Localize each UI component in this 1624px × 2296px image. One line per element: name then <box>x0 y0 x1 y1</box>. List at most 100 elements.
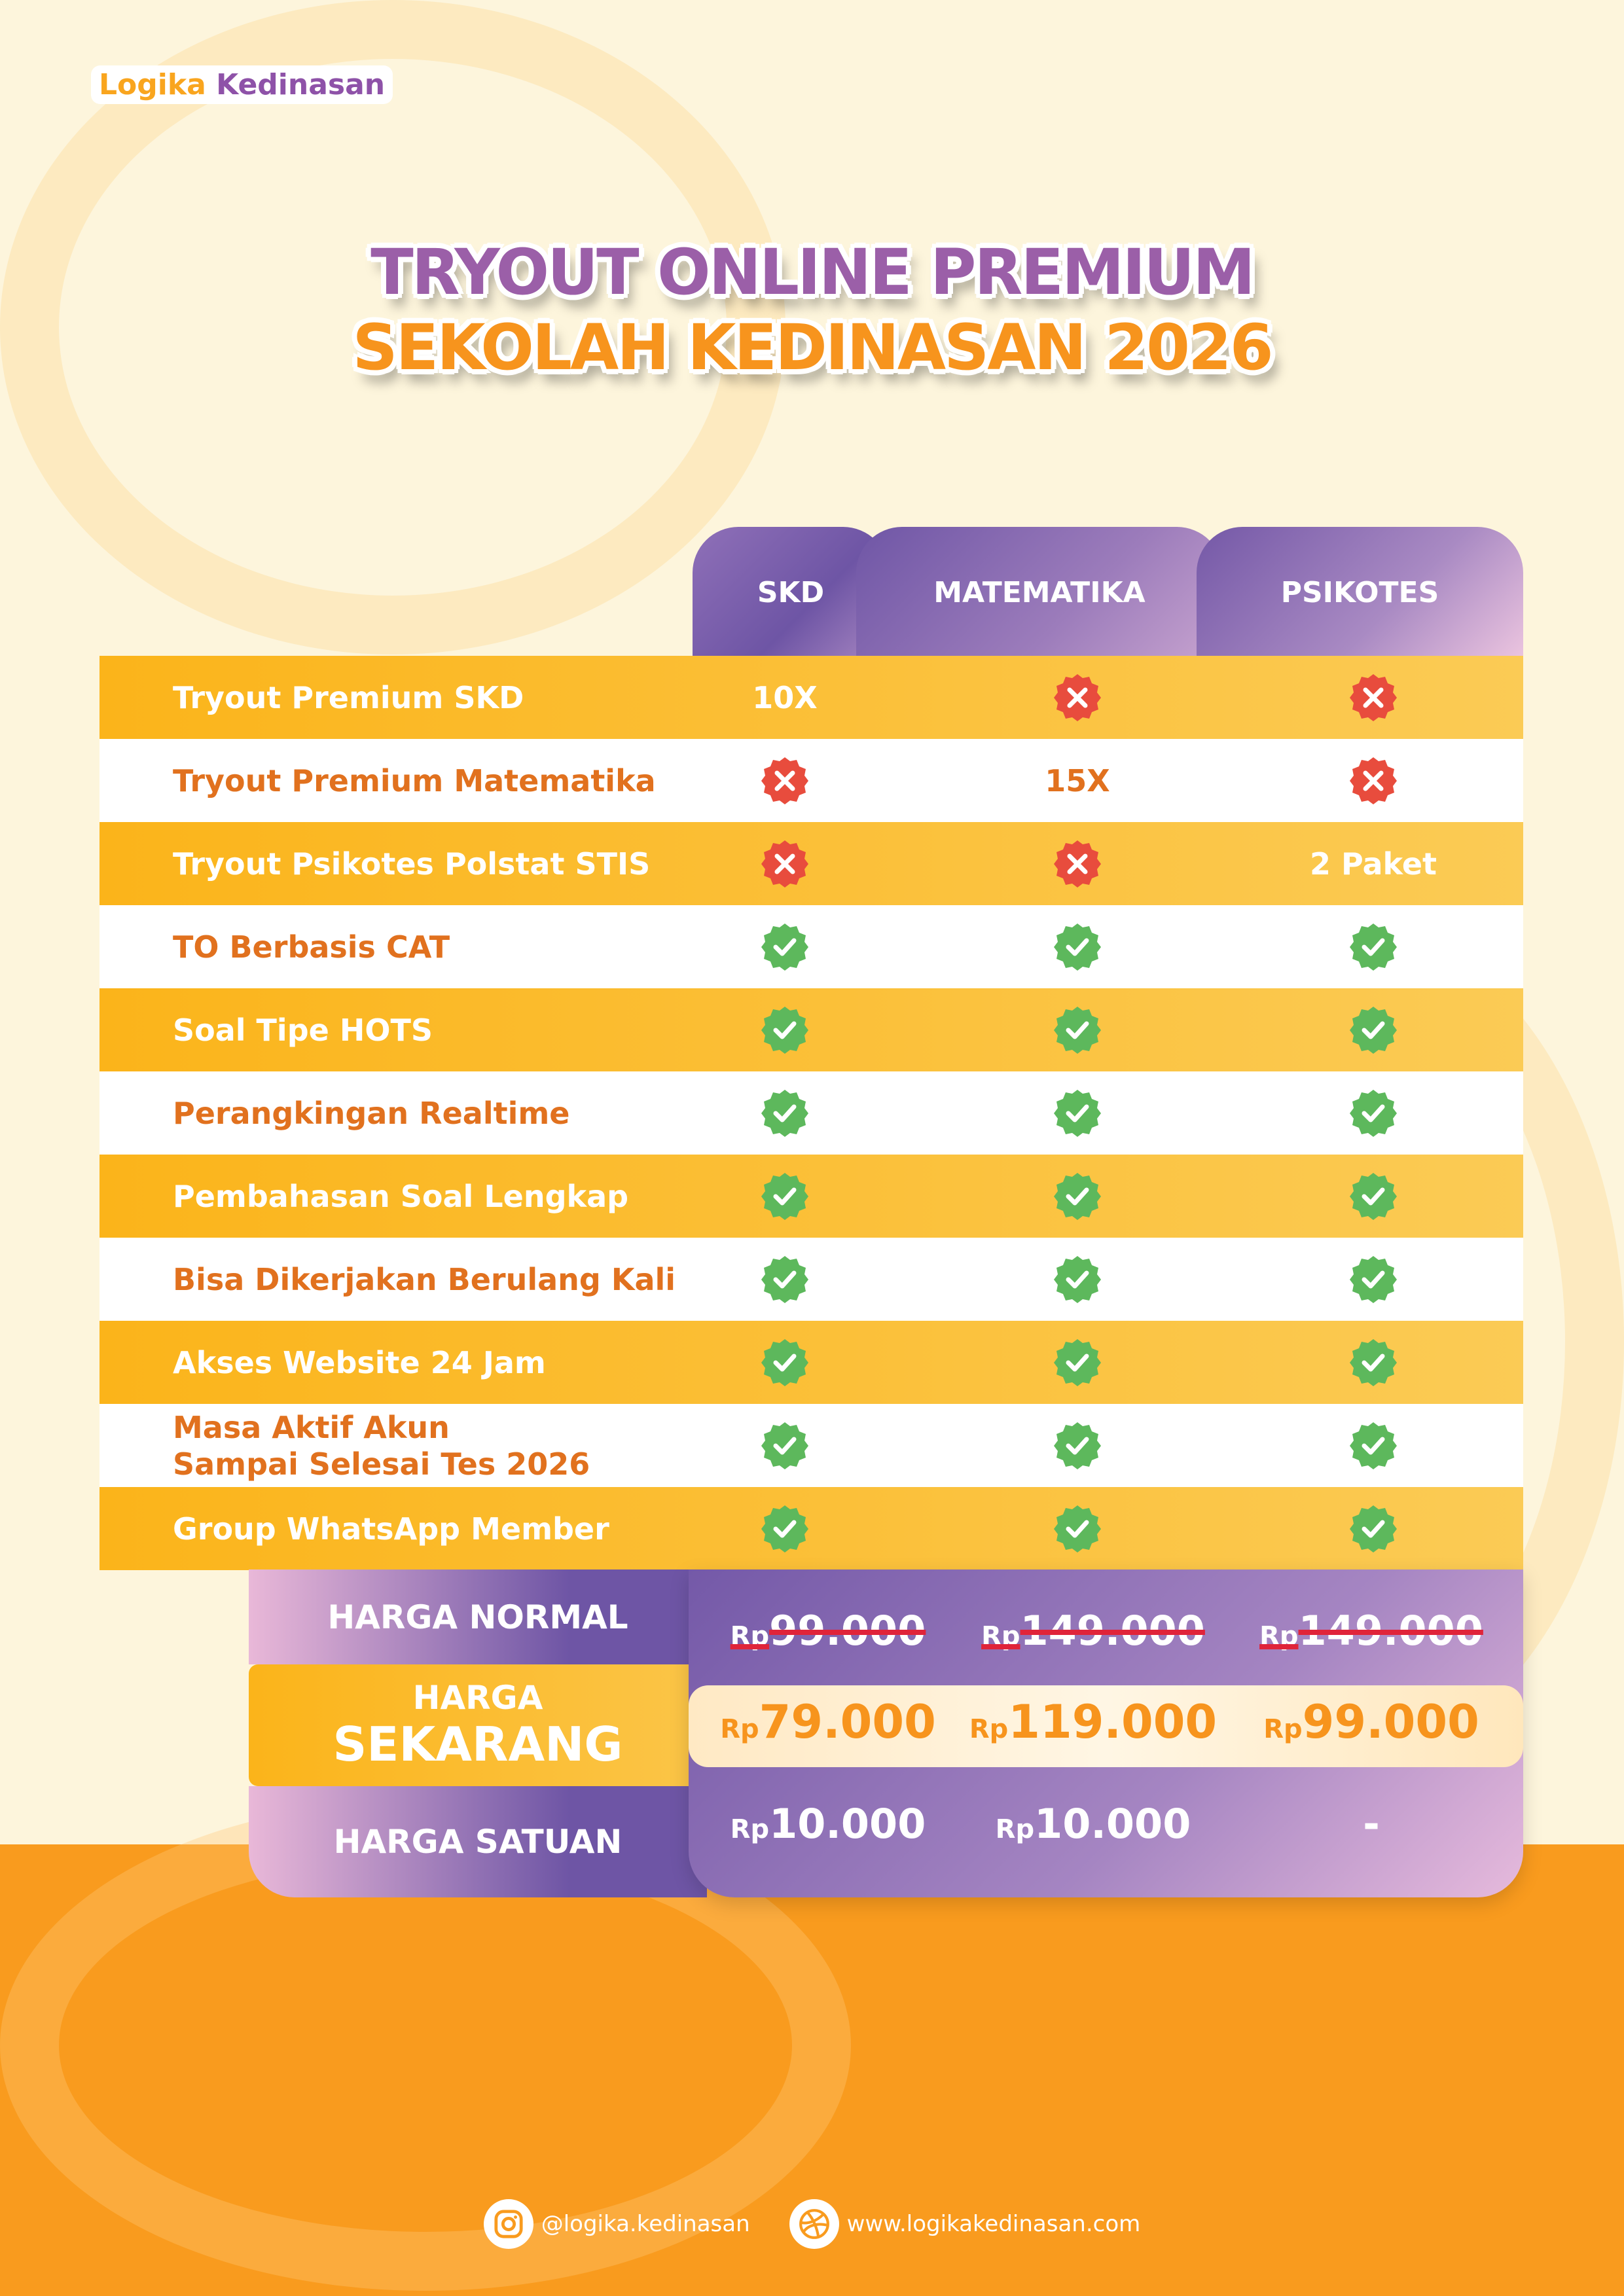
feature-label: Soal Tipe HOTS <box>173 1012 433 1048</box>
feature-label: Masa Aktif Akun Sampai Selesai Tes 2026 <box>173 1409 590 1482</box>
table-row: Tryout Premium SKD 10X <box>99 656 1523 739</box>
feature-label: Pembahasan Soal Lengkap <box>173 1178 629 1214</box>
currency: Rp <box>981 1621 1020 1651</box>
unit-price: - <box>1234 1800 1509 1848</box>
instagram-link[interactable]: @logika.kedinasan <box>483 2199 750 2249</box>
now-price: Rp79.000 <box>691 1695 965 1749</box>
price-amount: 79.000 <box>759 1695 936 1749</box>
feature-label: TO Berbasis CAT <box>173 929 450 965</box>
currency: Rp <box>1259 1621 1299 1651</box>
logo: Logika Kedinasan <box>91 65 393 104</box>
normal-price: Rp149.000 <box>1234 1607 1509 1655</box>
table-row: Perangkingan Realtime <box>99 1071 1523 1155</box>
check-icon <box>979 921 1176 973</box>
page-title-line1: TRYOUT ONLINE PREMIUM <box>370 236 1255 309</box>
cross-icon <box>979 672 1176 724</box>
feature-label: Tryout Psikotes Polstat STIS <box>173 846 651 882</box>
cell-value: 2 Paket <box>1275 846 1471 882</box>
check-icon <box>979 1170 1176 1223</box>
normal-price: Rp149.000 <box>956 1607 1231 1655</box>
cell-value: 10X <box>687 680 883 715</box>
instagram-icon <box>483 2199 533 2249</box>
cross-icon <box>687 755 883 807</box>
currency: Rp <box>730 1621 770 1651</box>
harga-satuan-label: HARGA SATUAN <box>249 1786 707 1897</box>
table-row: Akses Website 24 Jam <box>99 1321 1523 1404</box>
table-row: Bisa Dikerjakan Berulang Kali <box>99 1238 1523 1321</box>
check-icon <box>687 1253 883 1306</box>
price-amount: 149.000 <box>1020 1607 1205 1655</box>
check-icon <box>1275 1170 1471 1223</box>
column-header-matematika: MATEMATIKA <box>856 527 1223 658</box>
check-icon <box>1275 1503 1471 1555</box>
check-icon <box>979 1087 1176 1139</box>
now-price: Rp99.000 <box>1234 1695 1509 1749</box>
feature-label: Tryout Premium SKD <box>173 679 524 715</box>
check-icon <box>687 1420 883 1472</box>
harga-sekarang-label: HARGA SEKARANG <box>249 1664 707 1786</box>
table-row: Group WhatsApp Member <box>99 1487 1523 1570</box>
globe-icon <box>789 2199 839 2249</box>
check-icon <box>1275 1336 1471 1389</box>
normal-price: Rp99.000 <box>691 1607 965 1655</box>
table-row: Tryout Premium Matematika 15X <box>99 739 1523 822</box>
price-amount: 99.000 <box>769 1607 926 1655</box>
check-icon <box>1275 921 1471 973</box>
cross-icon <box>687 838 883 890</box>
price-amount: 149.000 <box>1298 1607 1483 1655</box>
current-price-highlight <box>689 1685 1523 1767</box>
price-amount: 99.000 <box>1302 1695 1479 1749</box>
currency: Rp <box>720 1714 759 1744</box>
website-link[interactable]: www.logikakedinasan.com <box>789 2199 1140 2249</box>
check-icon <box>979 1004 1176 1056</box>
table-row: TO Berbasis CAT <box>99 905 1523 988</box>
price-amount: 10.000 <box>769 1800 926 1848</box>
now-price: Rp119.000 <box>956 1695 1231 1749</box>
check-icon <box>1275 1253 1471 1306</box>
cross-icon <box>1275 755 1471 807</box>
check-icon <box>687 1503 883 1555</box>
page-title-line2: SEKOLAH KEDINASAN 2026 <box>352 311 1273 384</box>
unit-price: Rp10.000 <box>956 1800 1231 1848</box>
table-row: Soal Tipe HOTS <box>99 988 1523 1071</box>
price-amount: 10.000 <box>1034 1800 1191 1848</box>
check-icon <box>687 1170 883 1223</box>
feature-label: Perangkingan Realtime <box>173 1095 570 1131</box>
check-icon <box>687 1087 883 1139</box>
footer: @logika.kedinasan www.logikakedinasan.co… <box>0 2199 1624 2249</box>
harga-normal-label: HARGA NORMAL <box>249 1570 707 1664</box>
currency: Rp <box>995 1814 1035 1844</box>
currency: Rp <box>969 1714 1009 1744</box>
price-labels: HARGA NORMAL HARGA SEKARANG HARGA SATUAN <box>249 1570 707 1897</box>
feature-table: Tryout Premium SKD 10X Tryout Premium Mate… <box>99 656 1523 1570</box>
unit-price: Rp10.000 <box>691 1800 965 1848</box>
column-header-psikotes: PSIKOTES <box>1197 527 1523 658</box>
price-amount: - <box>1363 1800 1380 1848</box>
check-icon <box>979 1336 1176 1389</box>
price-amount: 119.000 <box>1008 1695 1218 1749</box>
check-icon <box>979 1420 1176 1472</box>
check-icon <box>1275 1087 1471 1139</box>
check-icon <box>979 1253 1176 1306</box>
currency: Rp <box>730 1814 770 1844</box>
check-icon <box>979 1503 1176 1555</box>
currency: Rp <box>1263 1714 1303 1744</box>
cell-text: 15X <box>1045 762 1110 798</box>
check-icon <box>687 921 883 973</box>
check-icon <box>687 1004 883 1056</box>
cell-text: 2 Paket <box>1309 846 1437 882</box>
feature-label: Group WhatsApp Member <box>173 1511 609 1547</box>
cross-icon <box>1275 672 1471 724</box>
check-icon <box>1275 1420 1471 1472</box>
feature-label: Bisa Dikerjakan Berulang Kali <box>173 1261 676 1297</box>
table-row: Masa Aktif Akun Sampai Selesai Tes 2026 <box>99 1404 1523 1487</box>
cross-icon <box>979 838 1176 890</box>
check-icon <box>687 1336 883 1389</box>
feature-label: Akses Website 24 Jam <box>173 1344 546 1380</box>
cell-text: 10X <box>752 679 818 715</box>
table-row: Pembahasan Soal Lengkap <box>99 1155 1523 1238</box>
check-icon <box>1275 1004 1471 1056</box>
feature-label: Tryout Premium Matematika <box>173 762 656 798</box>
cell-value: 15X <box>979 763 1176 798</box>
table-row: Tryout Psikotes Polstat STIS 2 Paket <box>99 822 1523 905</box>
